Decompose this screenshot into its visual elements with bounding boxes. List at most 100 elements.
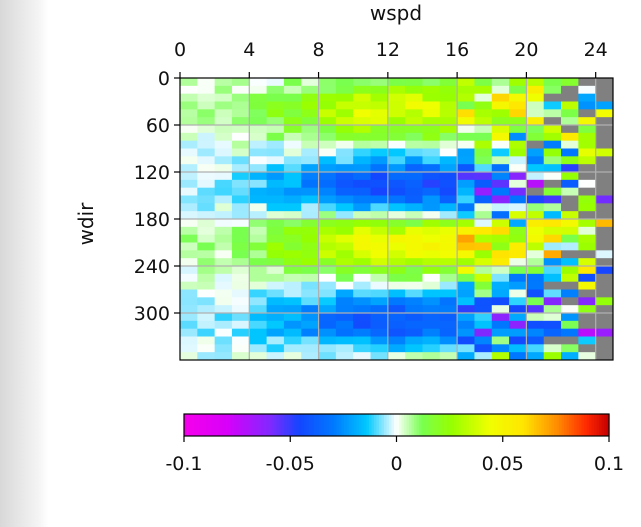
- heatmap-cell: [266, 164, 285, 173]
- colorbar-segment: [561, 414, 565, 436]
- heatmap-cell: [214, 234, 233, 243]
- colorbar-segment: [336, 414, 340, 436]
- colorbar-segment: [446, 414, 450, 436]
- heatmap-cell: [370, 187, 389, 196]
- heatmap-cell: [578, 101, 597, 110]
- heatmap-cell: [422, 203, 441, 212]
- colorbar-segment: [299, 414, 303, 436]
- heatmap-cell: [422, 132, 441, 142]
- colorbar-segment: [519, 414, 523, 436]
- heatmap-cell: [439, 132, 458, 142]
- heatmap-cell: [197, 187, 216, 196]
- colorbar-segment: [489, 414, 493, 436]
- heatmap-cell: [474, 273, 493, 283]
- colorbar-segment: [539, 414, 543, 436]
- heatmap-cell: [318, 242, 337, 251]
- colorbar: [183, 413, 610, 437]
- heatmap-cell: [283, 352, 302, 360]
- heatmap-cell: [214, 226, 233, 236]
- heatmap-cell: [422, 109, 441, 118]
- heatmap-cell: [543, 164, 562, 173]
- heatmap-cell: [370, 305, 389, 314]
- heatmap-cell: [353, 179, 371, 189]
- heatmap-cell: [457, 140, 475, 149]
- colorbar-segment: [291, 414, 295, 436]
- colorbar-segment: [346, 414, 350, 436]
- colorbar-segment: [236, 414, 240, 436]
- heatmap-cell: [231, 93, 250, 102]
- heatmap-cell: [197, 320, 216, 330]
- heatmap-cell: [543, 179, 562, 189]
- heatmap-cell: [197, 234, 216, 243]
- heatmap-cell: [457, 109, 475, 118]
- heatmap-cell: [561, 281, 579, 290]
- heatmap-cell: [266, 273, 285, 283]
- heatmap-cell: [595, 281, 613, 290]
- heatmap-cell: [318, 289, 337, 298]
- heatmap-cell: [266, 148, 285, 157]
- heatmap-cell: [301, 187, 319, 196]
- heatmap-cell: [249, 352, 267, 360]
- heatmap-cell: [335, 117, 354, 126]
- heatmap-cell: [387, 78, 406, 87]
- heatmap-cell: [387, 85, 406, 95]
- heatmap-cell: [283, 219, 302, 228]
- heatmap-cell: [231, 219, 250, 228]
- colorbar-segment: [244, 414, 248, 436]
- heatmap-cell: [543, 78, 562, 87]
- heatmap-cell: [301, 132, 319, 142]
- heatmap-cell: [387, 132, 406, 142]
- heatmap-cell: [509, 250, 527, 259]
- heatmap-cell: [335, 125, 354, 134]
- heatmap-cell: [474, 352, 493, 360]
- heatmap-cell: [561, 258, 579, 267]
- heatmap-cell: [231, 289, 250, 298]
- heatmap-cell: [249, 117, 267, 126]
- colorbar-segment: [451, 414, 455, 436]
- heatmap-cell: [197, 266, 216, 275]
- y-tick-label: 60: [146, 115, 170, 137]
- colorbar-segment: [361, 414, 365, 436]
- heatmap-cell: [491, 156, 510, 165]
- heatmap-cell: [180, 93, 198, 102]
- heatmap-cell: [595, 140, 613, 149]
- colorbar-segment: [566, 414, 570, 436]
- heatmap-cell: [249, 172, 267, 181]
- heatmap-cell: [249, 273, 267, 283]
- heatmap-cell: [249, 258, 267, 267]
- heatmap-cell: [578, 219, 597, 228]
- heatmap-cell: [283, 164, 302, 173]
- heatmap-cell: [197, 195, 216, 204]
- colorbar-segment: [399, 414, 403, 436]
- heatmap-cell: [214, 164, 233, 173]
- heatmap-cell: [353, 336, 371, 345]
- heatmap-cell: [318, 109, 337, 118]
- heatmap-cell: [387, 289, 406, 298]
- heatmap-cell: [405, 344, 423, 353]
- heatmap-cell: [370, 242, 389, 251]
- heatmap-cell: [335, 234, 354, 243]
- heatmap-cell: [474, 211, 493, 220]
- heatmap-cell: [561, 305, 579, 314]
- colorbar-tick-label: 0: [390, 453, 402, 475]
- heatmap-cell: [405, 313, 423, 322]
- heatmap-cell: [526, 336, 545, 345]
- heatmap-cell: [509, 234, 527, 243]
- heatmap-cell: [370, 125, 389, 134]
- heatmap-cell: [370, 132, 389, 142]
- y-axis-label: wdir: [74, 202, 98, 246]
- heatmap-cell: [180, 258, 198, 267]
- colorbar-segment: [221, 414, 225, 436]
- colorbar-segment: [316, 414, 320, 436]
- heatmap-cell: [180, 101, 198, 110]
- heatmap-cell: [335, 140, 354, 149]
- heatmap-cell: [595, 195, 613, 204]
- heatmap-cell: [335, 258, 354, 267]
- heatmap-cell: [543, 195, 562, 204]
- colorbar-segment: [211, 414, 215, 436]
- heatmap-cell: [422, 172, 441, 181]
- colorbar-segment: [556, 414, 560, 436]
- heatmap-cell: [249, 93, 267, 102]
- colorbar-segment: [371, 414, 375, 436]
- heatmap-cell: [595, 93, 613, 102]
